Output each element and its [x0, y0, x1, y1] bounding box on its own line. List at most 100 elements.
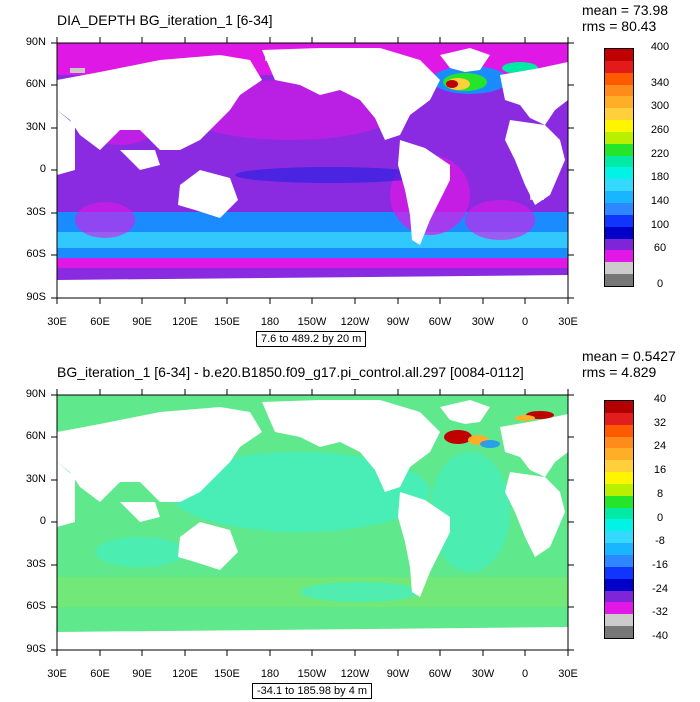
top-lat-label: 90N [25, 36, 46, 48]
bottom-lon-label: 60W [428, 668, 452, 680]
bottom-mean-value: mean = 0.5427 [582, 348, 676, 364]
colorbar-swatch [605, 49, 633, 61]
top-lat-label: 60N [25, 78, 46, 90]
colorbar-label: 140 [650, 195, 670, 208]
top-land [57, 48, 568, 298]
bottom-indian-cyan [95, 537, 185, 567]
colorbar-swatch [605, 179, 633, 192]
top-southern-ocean-cyan [57, 232, 568, 248]
top-lon-label: 0 [521, 316, 529, 328]
top-lon-label: 60W [428, 316, 452, 328]
bottom-lat-label: 30S [26, 558, 46, 570]
colorbar-label: 24 [653, 440, 667, 453]
bottom-colorbar [604, 400, 634, 639]
bottom-lon-label: 30W [471, 668, 495, 680]
colorbar-swatch [605, 238, 633, 251]
colorbar-swatch [605, 495, 633, 508]
colorbar-swatch [605, 519, 633, 532]
bottom-lon-label: 120E [172, 668, 198, 680]
top-mean-value: mean = 73.98 [582, 2, 669, 18]
colorbar-swatch [605, 108, 633, 121]
bottom-panel: BG_iteration_1 [6-34] - b.e20.B1850.f09_… [0, 348, 700, 702]
top-antarctic-coast-band [57, 258, 568, 268]
colorbar-swatch [605, 543, 633, 555]
colorbar-swatch [605, 262, 633, 275]
colorbar-label: 100 [650, 218, 670, 231]
colorbar-label: 0 [656, 511, 664, 524]
colorbar-label: -40 [652, 630, 668, 642]
top-north-atlantic-red [446, 80, 458, 88]
bottom-lon-label: 0 [521, 668, 529, 680]
bottom-lon-label: 90W [386, 668, 410, 680]
colorbar-swatch [605, 460, 633, 473]
top-equatorial-pacific [235, 167, 425, 183]
bottom-lat-label: 90N [25, 388, 46, 400]
top-lon-label: 120E [172, 316, 198, 328]
colorbar-swatch [605, 614, 633, 627]
bottom-pacific-cyan [170, 452, 430, 532]
top-lat-label: 30N [25, 121, 46, 133]
colorbar-label: 180 [650, 171, 670, 184]
top-lon-label: 90W [386, 316, 410, 328]
colorbar-swatch [605, 191, 633, 203]
bottom-lat-label: 60S [26, 600, 46, 612]
bottom-contour-range: -34.1 to 185.98 by 4 m [252, 683, 373, 699]
bottom-lat-label: 30N [25, 473, 46, 485]
top-panel: DIA_DEPTH BG_iteration_1 [6-34] mean = 7… [0, 0, 700, 350]
top-south-atlantic-magenta [465, 200, 535, 240]
top-lon-label: 120W [340, 316, 370, 328]
colorbar-label: 8 [656, 487, 664, 500]
top-sea-ice-2 [70, 68, 85, 73]
colorbar-swatch [605, 483, 633, 496]
colorbar-swatch [605, 250, 633, 263]
colorbar-swatch [605, 214, 633, 227]
top-lon-label: 90E [132, 316, 152, 328]
top-colorbar [604, 48, 634, 287]
top-lon-label: 30E [558, 316, 578, 328]
colorbar-label: -8 [655, 535, 665, 548]
colorbar-swatch [605, 554, 633, 567]
bottom-nordic-orange [515, 415, 535, 421]
colorbar-swatch [605, 412, 633, 425]
colorbar-label: 400 [650, 41, 670, 53]
bottom-lon-label: 30E [558, 668, 578, 680]
colorbar-swatch [605, 202, 633, 215]
bottom-lon-label: 150W [297, 668, 327, 680]
colorbar-swatch [605, 155, 633, 168]
colorbar-label: -16 [652, 558, 668, 571]
colorbar-swatch [605, 96, 633, 109]
bottom-map [51, 389, 574, 656]
top-map [51, 37, 574, 304]
colorbar-swatch [605, 167, 633, 180]
colorbar-label: -32 [652, 606, 668, 619]
colorbar-label: 40 [653, 393, 667, 405]
top-lon-label: 150E [214, 316, 240, 328]
bottom-ticks [51, 389, 574, 656]
colorbar-swatch [605, 226, 633, 239]
colorbar-label: 220 [650, 147, 670, 160]
colorbar-swatch [605, 626, 633, 638]
colorbar-swatch [605, 143, 633, 156]
colorbar-swatch [605, 72, 633, 85]
top-lon-label: 60E [90, 316, 110, 328]
top-lat-label: 90S [26, 291, 46, 303]
colorbar-swatch [605, 131, 633, 144]
bottom-north-atlantic-blue [480, 440, 500, 448]
bottom-south-pacific-cyan [300, 582, 420, 602]
colorbar-swatch [605, 602, 633, 615]
colorbar-swatch [605, 590, 633, 603]
bottom-atlantic-cyan [430, 452, 510, 572]
top-lon-label: 150W [297, 316, 327, 328]
colorbar-swatch [605, 120, 633, 132]
top-map-field [57, 43, 568, 298]
colorbar-swatch [605, 472, 633, 484]
colorbar-swatch [605, 531, 633, 544]
colorbar-swatch [605, 84, 633, 97]
bottom-land [57, 400, 568, 650]
bottom-rms-value: rms = 4.829 [582, 364, 657, 380]
colorbar-swatch [605, 507, 633, 520]
colorbar-label: 340 [650, 76, 670, 89]
top-lat-label: 30S [26, 206, 46, 218]
bottom-lon-label: 90E [132, 668, 152, 680]
colorbar-label: 60 [653, 242, 667, 255]
